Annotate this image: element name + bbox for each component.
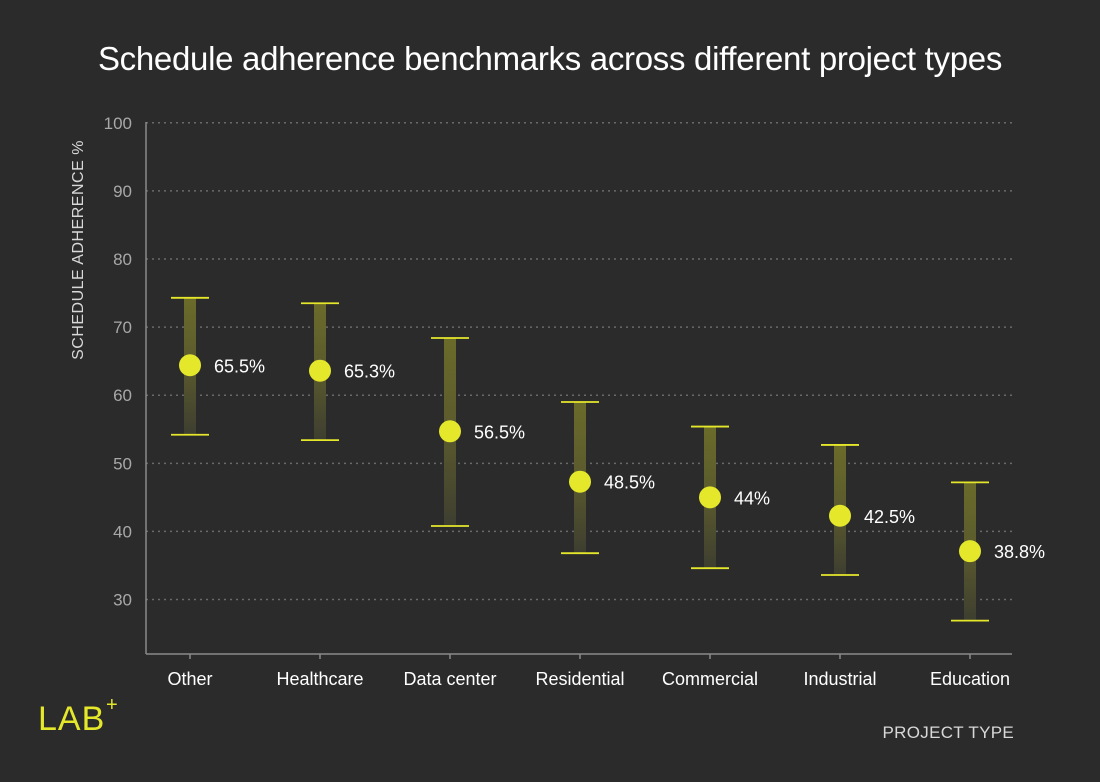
y-tick-label: 60 <box>113 386 132 405</box>
y-tick-label: 50 <box>113 454 132 473</box>
y-tick-label: 90 <box>113 182 132 201</box>
data-label: 65.5% <box>214 356 265 376</box>
data-label: 42.5% <box>864 507 915 527</box>
x-tick-label: Other <box>167 669 212 689</box>
x-tick-label: Education <box>930 669 1010 689</box>
data-label: 65.3% <box>344 362 395 382</box>
data-point <box>179 354 201 377</box>
x-tick-label: Healthcare <box>276 669 363 689</box>
data-label: 38.8% <box>994 542 1045 562</box>
x-tick-label: Industrial <box>803 669 876 689</box>
x-axis-label: PROJECT TYPE <box>883 723 1014 742</box>
data-point <box>959 540 981 563</box>
data-point <box>439 420 461 443</box>
data-label: 48.5% <box>604 473 655 493</box>
data-label: 44% <box>734 488 770 508</box>
data-point <box>699 486 721 509</box>
x-tick-label: Data center <box>403 669 496 689</box>
y-tick-label: 30 <box>113 591 132 610</box>
y-tick-label: 100 <box>104 114 132 133</box>
y-tick-label: 80 <box>113 250 132 269</box>
y-axis-label: SCHEDULE ADHERENCE % <box>70 140 87 360</box>
brand-logo: LAB <box>38 700 106 738</box>
x-tick-label: Residential <box>535 669 624 689</box>
y-tick-label: 70 <box>113 318 132 337</box>
y-tick-label: 40 <box>113 522 132 541</box>
data-point <box>829 504 851 527</box>
brand-logo-plus-icon: + <box>106 694 118 716</box>
chart-title: Schedule adherence benchmarks across dif… <box>97 40 1003 77</box>
data-point <box>309 359 331 382</box>
data-point <box>569 470 591 493</box>
data-label: 56.5% <box>474 422 525 442</box>
x-tick-label: Commercial <box>662 669 758 689</box>
